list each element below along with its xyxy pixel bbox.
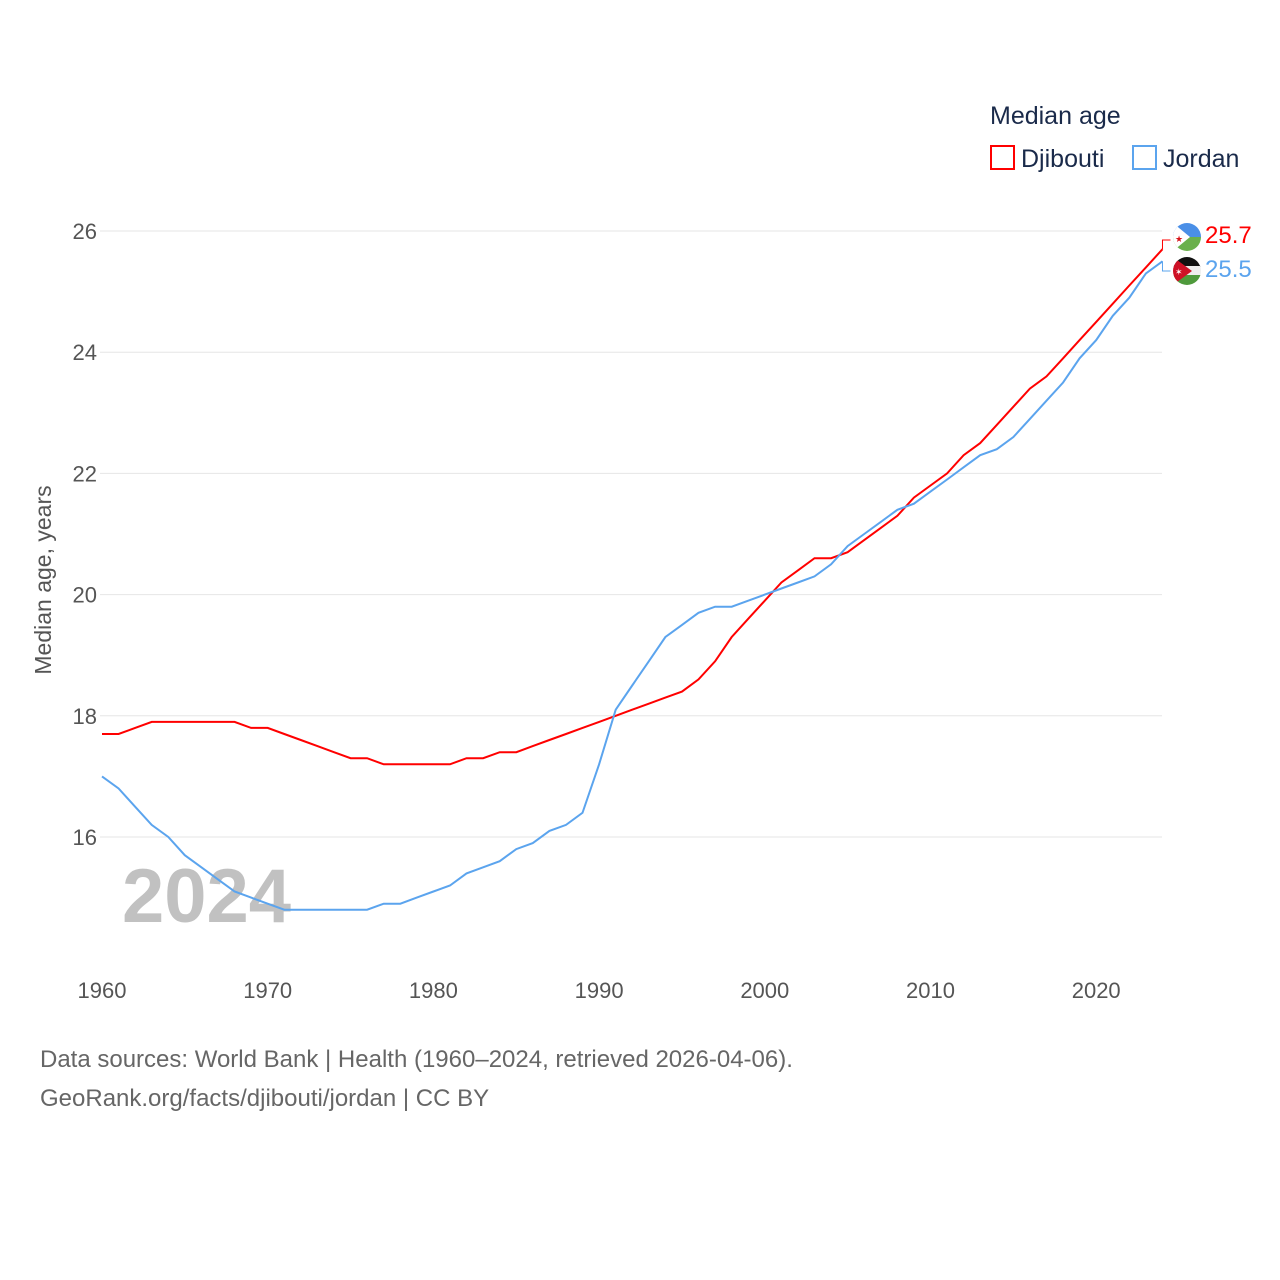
svg-text:★: ★ <box>1175 234 1183 244</box>
footer-link[interactable]: GeoRank.org/facts/djibouti/jordan | CC B… <box>40 1085 490 1112</box>
legend-title: Median age <box>990 102 1121 130</box>
x-tick-label: 1980 <box>409 978 458 1003</box>
series-line-djibouti <box>102 248 1164 766</box>
svg-text:✶: ✶ <box>1175 267 1183 277</box>
legend-item-djibouti[interactable]: Djibouti <box>990 145 1104 173</box>
y-tick-label: 22 <box>73 461 97 486</box>
djibouti-flag-icon: ★ <box>1173 223 1201 251</box>
footer-sources: Data sources: World Bank | Health (1960–… <box>40 1046 793 1073</box>
y-tick-label: 18 <box>73 704 97 729</box>
x-tick-label: 1960 <box>78 978 127 1003</box>
jordan-flag-icon: ✶ <box>1173 257 1201 285</box>
series-line-jordan <box>101 260 1164 911</box>
legend-label: Djibouti <box>1021 145 1104 173</box>
end-label-connector <box>1161 261 1171 272</box>
end-label-jordan: 25.5 <box>1205 256 1252 283</box>
legend-label: Jordan <box>1163 145 1239 173</box>
x-tick-label: 2000 <box>740 978 789 1003</box>
x-tick-label: 2010 <box>906 978 955 1003</box>
y-axis-label: Median age, years <box>30 485 56 674</box>
grid: 16 18 20 22 24 26 1960 1970 1980 1990 2000 2010 2020 <box>73 219 1162 1003</box>
x-tick-label: 1970 <box>243 978 292 1003</box>
legend-item-jordan[interactable]: Jordan <box>1132 145 1239 173</box>
series-lines <box>101 239 1171 911</box>
x-tick-label: 1990 <box>575 978 624 1003</box>
y-tick-label: 26 <box>73 219 97 244</box>
end-label-djibouti: 25.7 <box>1205 222 1252 249</box>
x-tick-label: 2020 <box>1072 978 1121 1003</box>
y-tick-label: 20 <box>73 583 97 608</box>
y-tick-label: 16 <box>73 825 97 850</box>
y-tick-label: 24 <box>73 340 97 365</box>
year-watermark: 2024 <box>122 854 291 939</box>
end-label-connector <box>1161 239 1171 250</box>
